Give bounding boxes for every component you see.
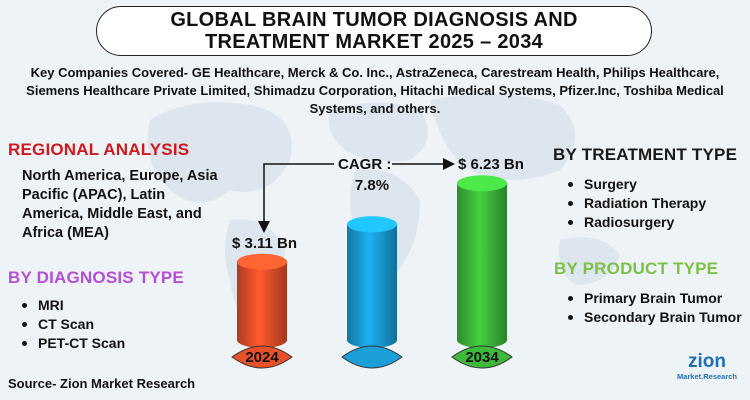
year-label: 2024: [245, 349, 279, 366]
bar-top: [457, 175, 507, 192]
bar-2024: [237, 261, 287, 348]
treatment-item: Radiation Therapy: [566, 194, 706, 213]
zion-logo: zion Market.Research: [676, 351, 738, 382]
cagr-label: CAGR :: [338, 156, 391, 173]
bar-2034: [457, 183, 507, 348]
diagnosis-list: MRI CT Scan PET-CT Scan: [20, 296, 125, 353]
logo-wordmark: zion: [688, 351, 726, 372]
regional-text: North America, Europe, Asia Pacific (APA…: [22, 168, 218, 241]
value-label-2024: $ 3.11 Bn: [232, 235, 297, 252]
regional-heading: REGIONAL ANALYSIS: [8, 140, 190, 159]
cagr-value: 7.8%: [355, 177, 389, 194]
treatment-item: Radiosurgery: [566, 213, 706, 232]
product-item: Primary Brain Tumor: [566, 289, 746, 308]
product-list: Primary Brain Tumor Secondary Brain Tumo…: [566, 289, 746, 327]
value-label-2034: $ 6.23 Bn: [458, 156, 524, 173]
bar-top: [347, 216, 397, 233]
logo-subtext: Market.Research: [676, 372, 738, 381]
product-item: Secondary Brain Tumor: [566, 308, 746, 327]
year-pedestal: [451, 345, 513, 369]
title-line-1: GLOBAL BRAIN TUMOR DIAGNOSIS AND: [170, 9, 578, 31]
diagnosis-item: MRI: [20, 296, 125, 315]
product-heading: BY PRODUCT TYPE: [554, 259, 719, 278]
bar-middle: [347, 224, 397, 348]
treatment-list: Surgery Radiation Therapy Radiosurgery: [566, 175, 706, 232]
diagnosis-item: CT Scan: [20, 315, 125, 334]
companies-text: Key Companies Covered- GE Healthcare, Me…: [26, 65, 724, 116]
diagnosis-heading: BY DIAGNOSIS TYPE: [8, 268, 184, 287]
treatment-heading: BY TREATMENT TYPE: [553, 145, 738, 164]
year-pedestal: [341, 345, 403, 369]
year-pedestal: [231, 345, 293, 369]
title-box: GLOBAL BRAIN TUMOR DIAGNOSIS AND TREATME…: [96, 6, 652, 56]
title-line-2: TREATMENT MARKET 2025 – 2034: [204, 31, 544, 53]
cagr-arrow-left: [258, 163, 334, 233]
year-label: 2034: [465, 349, 499, 366]
treatment-item: Surgery: [566, 175, 706, 194]
bar-top: [237, 253, 287, 270]
diagnosis-item: PET-CT Scan: [20, 334, 125, 353]
source-text: Source- Zion Market Research: [8, 376, 196, 391]
